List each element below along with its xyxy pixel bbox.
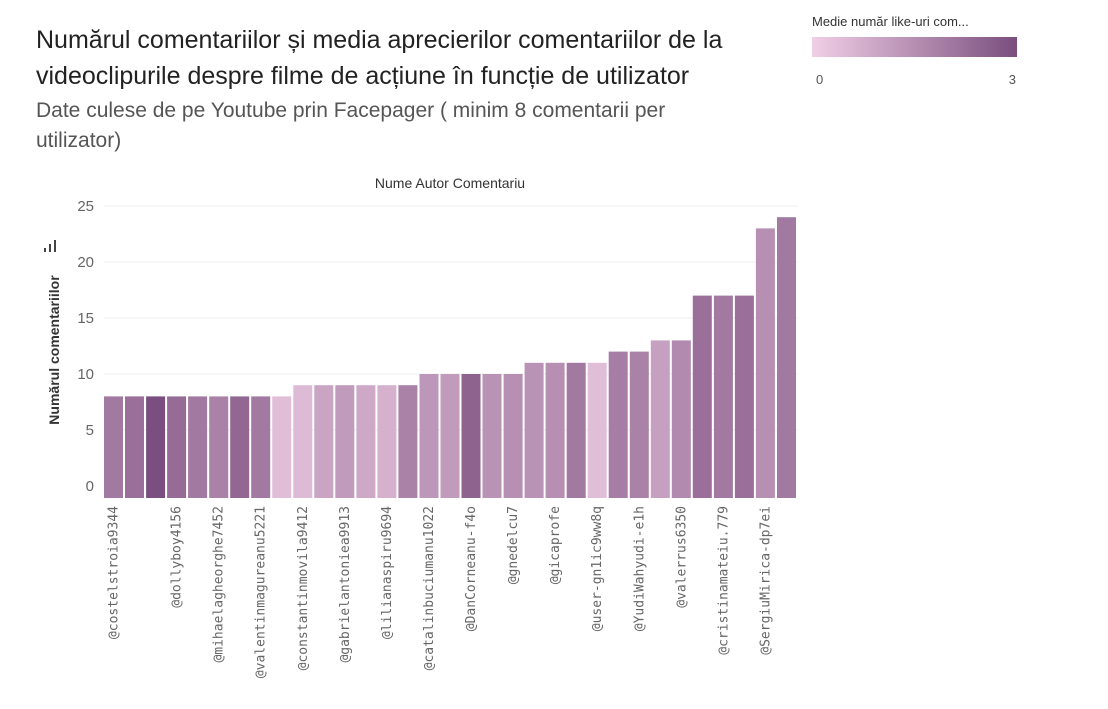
bar[interactable]	[167, 396, 187, 498]
x-tick-label: @costelstroia9344	[107, 506, 122, 639]
bar[interactable]	[356, 385, 376, 498]
bar[interactable]	[629, 351, 649, 498]
y-tick-label: 0	[86, 478, 94, 495]
y-axis-ticks: 0 5 10 15 20 25	[77, 198, 94, 495]
bar[interactable]	[419, 374, 439, 498]
bars	[104, 217, 796, 498]
x-tick-label: @valentinmagureanu5221	[254, 506, 269, 678]
bar[interactable]	[272, 396, 292, 498]
bar-chart: Nume Autor Comentariu Numărul comentarii…	[44, 175, 798, 678]
bar[interactable]	[650, 340, 670, 498]
bar[interactable]	[104, 396, 123, 498]
bar[interactable]	[482, 374, 502, 498]
bar[interactable]	[251, 396, 271, 498]
bar[interactable]	[335, 385, 355, 498]
bar[interactable]	[188, 396, 208, 498]
y-tick-label: 5	[86, 422, 94, 439]
x-tick-label: @DanCorneanu-f4o	[464, 506, 479, 631]
x-tick-label: @gnedelcu7	[506, 506, 521, 584]
chart-subtitle: Date culese de pe Youtube prin Facepager…	[36, 99, 666, 152]
legend-title: Medie număr like-uri com...	[812, 14, 969, 29]
x-tick-label: @user-gn1ic9ww8q	[590, 506, 605, 631]
bar[interactable]	[755, 228, 775, 498]
bar[interactable]	[777, 217, 796, 498]
x-tick-label: @gabrielantoniea9913	[338, 506, 353, 663]
bar[interactable]	[692, 295, 712, 498]
y-tick-label: 10	[77, 366, 94, 383]
color-legend[interactable]: Medie număr like-uri com... 0 3	[812, 14, 1022, 87]
bar[interactable]	[734, 295, 754, 498]
bar[interactable]	[440, 374, 460, 498]
x-tick-label: @catalinbuciumanu1022	[422, 506, 437, 670]
x-tick-label: @SergiuMirica-dp7ei	[759, 506, 774, 655]
bar[interactable]	[146, 396, 166, 498]
x-tick-label: @lilianaspiru9694	[380, 506, 395, 639]
y-axis-title: Numărul comentariilor	[46, 275, 62, 425]
bar[interactable]	[377, 385, 397, 498]
bar[interactable]	[293, 385, 313, 498]
x-tick-label: @constantinmovila9412	[296, 506, 311, 670]
bar[interactable]	[608, 351, 628, 498]
y-tick-label: 15	[77, 310, 94, 327]
bar[interactable]	[125, 396, 144, 498]
bar[interactable]	[566, 362, 586, 498]
bar[interactable]	[209, 396, 229, 498]
x-tick-label: @mihaelagheorghe7452	[212, 506, 227, 663]
bar[interactable]	[503, 374, 523, 498]
x-tick-label: @gicaprofe	[548, 506, 563, 584]
x-tick-label: @dollyboy4156	[170, 506, 185, 608]
bar[interactable]	[587, 362, 607, 498]
bar[interactable]	[713, 295, 733, 498]
bar[interactable]	[230, 396, 250, 498]
x-axis-title: Nume Autor Comentariu	[375, 175, 525, 191]
chart-title: Numărul comentariilor și media aprecieri…	[36, 26, 723, 90]
x-tick-label: @valerrus6350	[674, 506, 689, 608]
x-axis-labels: @costelstroia9344 @dollyboy4156 @mihaelagh…	[107, 506, 774, 678]
sort-icon[interactable]	[44, 240, 56, 252]
bar[interactable]	[524, 362, 544, 498]
bar[interactable]	[314, 385, 334, 498]
legend-min-label: 0	[816, 72, 824, 87]
bar[interactable]	[461, 374, 481, 498]
y-tick-label: 25	[77, 198, 94, 215]
legend-max-label: 3	[1008, 72, 1016, 87]
bar[interactable]	[398, 385, 418, 498]
y-tick-label: 20	[77, 254, 94, 271]
x-tick-label: @YudiWahyudi-e1h	[632, 506, 647, 631]
legend-gradient-bar	[812, 37, 1017, 57]
x-tick-label: @cristinamateiu.779	[716, 506, 731, 655]
bar[interactable]	[671, 340, 691, 498]
bar[interactable]	[545, 362, 565, 498]
